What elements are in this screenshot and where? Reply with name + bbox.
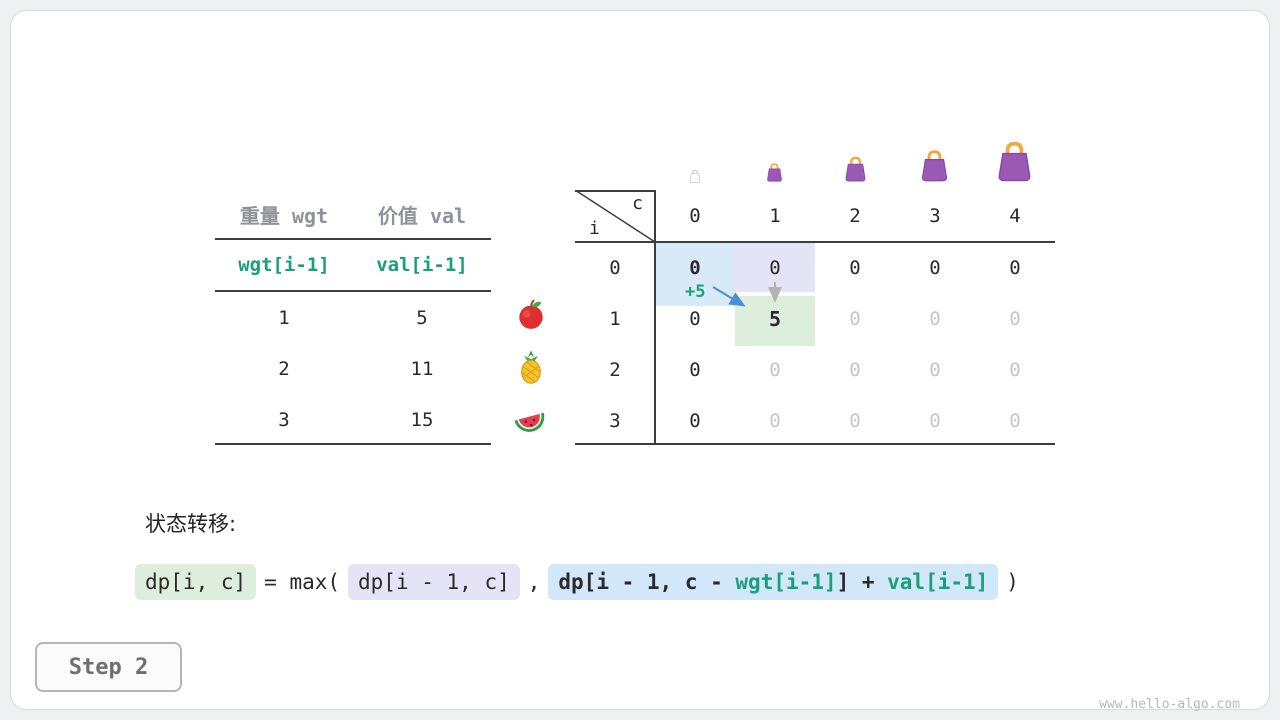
wgt-index-label: wgt[i-1] — [238, 254, 330, 276]
watermelon-icon — [512, 402, 548, 442]
dp-cell: 0 — [1009, 358, 1021, 381]
take-term-wgt: wgt[i-1] — [735, 570, 837, 594]
dp-skip-term: dp[i - 1, c] — [348, 564, 520, 600]
dp-header-rule — [575, 241, 1055, 243]
dp-row-header: 1 — [609, 307, 621, 330]
dp-col-header: 0 — [689, 205, 701, 227]
item-row-1: 1 5 — [215, 292, 491, 343]
dp-cell: 0 — [849, 307, 861, 330]
pineapple-icon — [514, 350, 548, 388]
item-3-value: 15 — [410, 408, 434, 431]
dp-cell: 0 — [769, 409, 781, 432]
dp-cell: 0 — [929, 307, 941, 330]
dp-cell: 0 — [689, 409, 701, 432]
bag-small-icon — [766, 162, 783, 186]
item-1-value: 5 — [416, 306, 428, 329]
dp-vertical-rule — [654, 190, 656, 445]
dp-bottom-rule — [575, 443, 1055, 445]
dp-col-header: 4 — [1009, 205, 1021, 227]
items-header-row: 重量 wgt 价值 val — [215, 190, 491, 240]
close-paren-text: ) — [1006, 570, 1019, 594]
dp-cell: 0 — [1009, 307, 1021, 330]
dp-cell: 0 — [769, 358, 781, 381]
item-2-weight: 2 — [278, 357, 290, 380]
value-header: 价值 val — [377, 203, 467, 228]
dp-row-header: 0 — [609, 256, 621, 279]
step-label: Step 2 — [68, 654, 149, 680]
item-2-value: 11 — [410, 357, 434, 380]
dp-col-header: 1 — [769, 205, 781, 227]
bag-large-icon — [920, 148, 949, 186]
bag-xlarge-icon — [996, 139, 1033, 186]
highlight-target-cell — [735, 296, 815, 346]
dp-cell: 0 — [849, 358, 861, 381]
dp-cell: 0 — [929, 409, 941, 432]
plus-value-annotation: +5 — [685, 282, 706, 302]
take-term-mid: ] + — [836, 570, 888, 594]
item-3-weight: 3 — [278, 408, 290, 431]
bag-medium-icon — [844, 155, 867, 186]
dp-top-rule — [575, 190, 655, 192]
dp-cell: 0 — [849, 409, 861, 432]
dp-cell: 0 — [769, 256, 781, 279]
item-1-weight: 1 — [278, 306, 290, 329]
dp-cell: 5 — [768, 306, 782, 331]
diagonal-divider — [575, 190, 655, 242]
dp-cell: 0 — [849, 256, 861, 279]
dp-cell: 0 — [929, 256, 941, 279]
item-row-2: 2 11 — [215, 343, 491, 394]
weight-header: 重量 wgt — [239, 203, 329, 228]
dp-col-header: 2 — [849, 205, 861, 227]
equals-max-text: = max( — [264, 570, 341, 594]
items-table: 重量 wgt 价值 val wgt[i-1] val[i-1] 1 5 2 11… — [215, 190, 491, 445]
dp-table: c i 0 1 2 3 4 0 0 0 0 0 0 1 0 5 0 0 0 2 … — [575, 190, 1055, 446]
comma-text: , — [527, 570, 541, 594]
dp-cell: 0 — [1009, 409, 1021, 432]
dp-take-term: dp[i - 1, c - wgt[i-1]] + val[i-1] — [548, 564, 999, 600]
watermark: www.hello-algo.com — [1099, 697, 1240, 712]
apple-icon — [514, 297, 548, 335]
step-badge: Step 2 — [35, 642, 182, 692]
take-term-prefix: dp[i - 1, c - — [558, 570, 736, 594]
dp-corner-cell: c i — [575, 190, 655, 242]
dp-col-header: 3 — [929, 205, 941, 227]
dp-cell: 0 — [689, 256, 701, 279]
dp-cell: 0 — [929, 358, 941, 381]
item-row-3: 3 15 — [215, 394, 491, 445]
dp-grid: c i 0 1 2 3 4 0 0 0 0 0 0 1 0 5 0 0 0 2 … — [575, 190, 1055, 446]
col-axis-label: c — [632, 193, 643, 214]
transition-formula: dp[i, c] = max( dp[i - 1, c] , dp[i - 1,… — [135, 560, 1019, 604]
dp-row-header: 3 — [609, 409, 621, 432]
take-term-val: val[i-1] — [887, 570, 989, 594]
val-index-label: val[i-1] — [376, 254, 468, 276]
dp-cell: 0 — [689, 307, 701, 330]
row-axis-label: i — [589, 218, 600, 239]
dp-current-term: dp[i, c] — [135, 564, 257, 600]
items-index-row: wgt[i-1] val[i-1] — [215, 240, 491, 292]
empty-bag-icon — [689, 168, 701, 187]
dp-row-header: 2 — [609, 358, 621, 381]
state-transfer-label: 状态转移: — [145, 512, 237, 536]
dp-cell: 0 — [689, 358, 701, 381]
dp-cell: 0 — [1009, 256, 1021, 279]
